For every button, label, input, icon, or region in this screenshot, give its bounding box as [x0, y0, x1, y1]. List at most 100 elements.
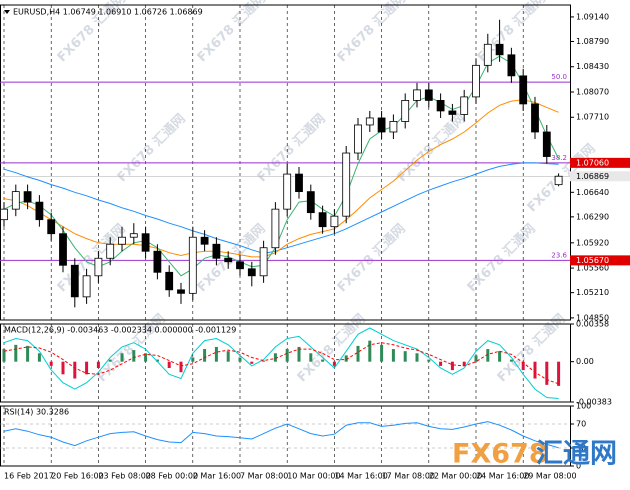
histogram-bar: [403, 351, 407, 362]
rsi-title: RSI(14) 30.3286: [4, 408, 69, 417]
histogram-bar: [462, 361, 466, 366]
histogram-bar: [474, 355, 478, 362]
histogram-bar: [132, 350, 136, 362]
histogram-bar: [120, 353, 124, 362]
histogram-bar: [61, 361, 65, 375]
histogram-bar: [486, 349, 490, 362]
indicator-line: [3, 327, 559, 399]
candle-body: [106, 243, 115, 259]
moving-average: [3, 162, 559, 254]
indicator-line: [3, 342, 559, 385]
histogram-bar: [26, 345, 30, 362]
candle-body: [59, 233, 67, 266]
candle-body: [330, 215, 339, 228]
x-tick-label: 2 Mar 16:00: [193, 472, 241, 481]
candle-body: [0, 208, 8, 221]
candle-body: [424, 89, 433, 101]
candle-body: [236, 261, 244, 270]
candle-body: [460, 96, 469, 115]
price-tag: [570, 157, 630, 168]
histogram-bar: [427, 359, 431, 362]
histogram-bar: [285, 349, 289, 362]
histogram-bar: [191, 357, 195, 362]
macd-title: MACD(12,26,9) -0.003463 -0.002334 0.0000…: [4, 326, 236, 335]
histogram-bar: [368, 340, 372, 362]
histogram-bar: [380, 344, 384, 362]
candle-body: [531, 103, 539, 133]
histogram-bar: [557, 361, 561, 386]
fib-label: 23.6: [551, 251, 567, 259]
candle-body: [377, 117, 386, 133]
price-tag-label: 1.05670: [576, 256, 609, 265]
candle-body: [129, 233, 138, 238]
candle-body: [177, 289, 185, 294]
histogram-bar: [356, 345, 360, 362]
candle-body: [554, 175, 563, 186]
y-tick-label: 0: [576, 462, 581, 471]
y-tick-label: 1.08070: [576, 87, 609, 96]
candle-body: [389, 121, 398, 133]
candle-body: [212, 243, 221, 259]
histogram-bar: [37, 353, 41, 362]
y-tick-label: 1.07710: [576, 113, 609, 122]
price-tag: [570, 171, 630, 182]
histogram-bar: [439, 361, 443, 366]
candle-body: [11, 191, 20, 210]
y-tick-label: 1.05210: [576, 288, 609, 297]
candle-body: [507, 54, 516, 77]
candle-body: [247, 268, 256, 277]
x-tick-label: 17 Mar 08:00: [382, 472, 435, 481]
histogram-bar: [321, 359, 325, 362]
histogram-bar: [167, 361, 171, 368]
logo-right: 汇通网: [536, 439, 617, 470]
x-tick-label: 20 Feb 16:00: [51, 472, 103, 481]
histogram-bar: [415, 353, 419, 362]
candle-body: [401, 100, 410, 122]
candle-body: [354, 124, 362, 154]
candle-body: [94, 257, 103, 277]
price-tag-label: 1.06869: [576, 172, 609, 181]
candle-body: [413, 89, 421, 101]
candle-body: [141, 233, 150, 252]
candle-body: [188, 236, 197, 294]
histogram-bar: [498, 351, 502, 362]
y-tick-label: 1.06290: [576, 212, 609, 221]
price-tag-label: 1.07060: [576, 158, 609, 167]
candle-body: [35, 201, 44, 221]
y-tick-label: 1.08790: [576, 37, 609, 46]
candle-body: [295, 173, 303, 193]
histogram-bar: [179, 361, 183, 373]
histogram-bar: [533, 361, 537, 379]
histogram-bar: [297, 346, 301, 362]
y-tick-label: 1.09140: [576, 12, 609, 21]
x-tick-label: 23 Feb 08:00: [98, 472, 150, 481]
candle-body: [495, 43, 504, 56]
candle-body: [436, 100, 445, 112]
x-tick-label: 10 Mar 00:00: [287, 472, 340, 481]
candle-body: [165, 271, 174, 291]
candle-body: [283, 173, 292, 210]
logo: FX678 汇通网: [452, 439, 617, 470]
candle-body: [365, 117, 374, 126]
candle-body: [70, 264, 79, 298]
y-tick-label: 0.00: [576, 357, 594, 366]
histogram-bar: [155, 359, 159, 362]
y-tick-label: 1.05920: [576, 238, 609, 247]
candle-body: [47, 219, 56, 235]
panel-frame: [0, 323, 571, 403]
candle-body: [118, 236, 126, 245]
candle-body: [342, 152, 351, 217]
histogram-bar: [238, 357, 242, 362]
histogram-bar: [332, 361, 336, 366]
panel-frame: [0, 405, 571, 467]
candle-body: [153, 250, 162, 273]
histogram-bar: [521, 361, 525, 371]
x-tick-label: 16 Feb 2017: [4, 472, 54, 481]
candle-body: [224, 257, 233, 263]
menu-icon: [4, 10, 10, 14]
y-tick-label: 1.08430: [576, 62, 609, 71]
fib-label: 50.0: [551, 73, 567, 81]
histogram-bar: [203, 349, 207, 362]
